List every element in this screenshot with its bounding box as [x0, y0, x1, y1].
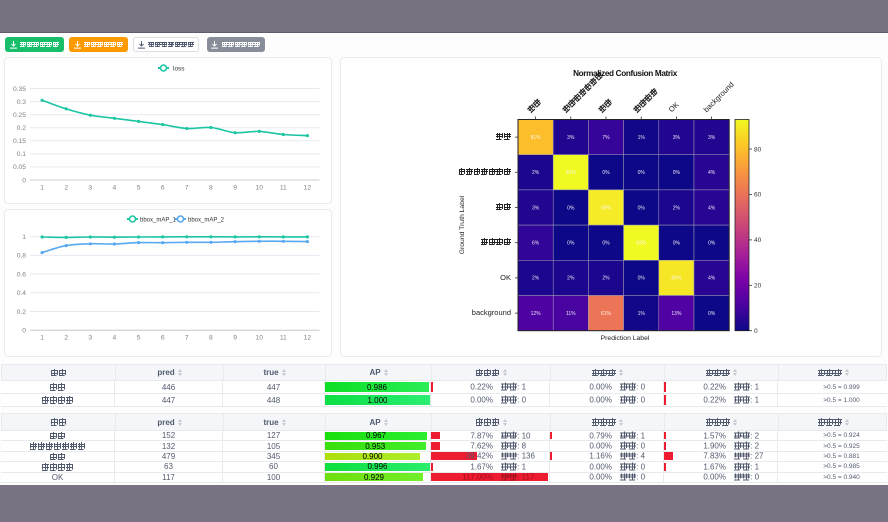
svg-text:7%: 7%: [602, 135, 610, 141]
svg-text:8: 8: [209, 185, 213, 192]
svg-text:2%: 2%: [567, 276, 575, 282]
svg-text:20: 20: [754, 283, 762, 290]
svg-text:7: 7: [185, 335, 189, 342]
svg-text:0: 0: [22, 328, 26, 335]
svg-text:0%: 0%: [638, 276, 646, 282]
svg-text:0.2: 0.2: [17, 309, 27, 316]
svg-text:40: 40: [754, 237, 762, 244]
svg-text:0%: 0%: [602, 241, 610, 247]
svg-text:3: 3: [88, 335, 92, 342]
svg-text:1%: 1%: [638, 311, 646, 317]
svg-text:3%: 3%: [673, 135, 681, 141]
svg-text:12: 12: [304, 185, 312, 192]
svg-text:2%: 2%: [673, 205, 681, 211]
svg-text:93%: 93%: [636, 241, 647, 247]
svg-text:1: 1: [40, 185, 44, 192]
svg-text:1: 1: [40, 335, 44, 342]
svg-text:13%: 13%: [671, 311, 682, 317]
svg-text:0.1: 0.1: [17, 151, 27, 158]
svg-text:12%: 12%: [531, 311, 542, 317]
svg-text:loss: loss: [173, 66, 185, 73]
svg-text:Ground Truth Label: Ground Truth Label: [459, 195, 466, 254]
svg-text:1: 1: [22, 234, 26, 241]
svg-text:4%: 4%: [708, 170, 716, 176]
svg-text:0.8: 0.8: [17, 253, 27, 260]
svg-text:0%: 0%: [673, 241, 681, 247]
svg-text:61%: 61%: [601, 311, 612, 317]
svg-text:2%: 2%: [602, 276, 610, 282]
svg-text:0: 0: [754, 328, 758, 335]
svg-text:0.35: 0.35: [13, 86, 26, 93]
svg-text:0.15: 0.15: [13, 138, 26, 145]
svg-text:3%: 3%: [532, 205, 540, 211]
svg-text:11: 11: [280, 185, 287, 192]
svg-text:6: 6: [161, 185, 165, 192]
svg-text:2%: 2%: [532, 170, 540, 176]
svg-text:0%: 0%: [567, 241, 575, 247]
svg-text:93%: 93%: [566, 170, 577, 176]
svg-text:90%: 90%: [601, 205, 612, 211]
svg-text:Normalized Confusion Matrix: Normalized Confusion Matrix: [573, 69, 678, 78]
svg-text:12: 12: [304, 335, 312, 342]
svg-text:11: 11: [280, 335, 287, 342]
svg-text:10: 10: [255, 335, 263, 342]
svg-text:7: 7: [185, 185, 189, 192]
svg-text:Prediction Label: Prediction Label: [601, 335, 650, 342]
svg-text:4: 4: [113, 185, 117, 192]
svg-text:6%: 6%: [532, 241, 540, 247]
svg-text:0%: 0%: [638, 170, 646, 176]
svg-text:0%: 0%: [708, 241, 716, 247]
svg-text:9: 9: [233, 335, 237, 342]
svg-text:0%: 0%: [708, 311, 716, 317]
svg-text:4: 4: [113, 335, 117, 342]
svg-text:80: 80: [754, 146, 762, 153]
svg-text:4%: 4%: [708, 205, 716, 211]
svg-text:0%: 0%: [602, 170, 610, 176]
svg-text:4%: 4%: [708, 276, 716, 282]
svg-text:1%: 1%: [638, 135, 646, 141]
svg-text:0%: 0%: [567, 205, 575, 211]
svg-text:2%: 2%: [532, 276, 540, 282]
svg-text:11%: 11%: [566, 311, 576, 317]
svg-text:6: 6: [161, 335, 165, 342]
svg-text:bbox_mAP_1: bbox_mAP_1: [140, 218, 177, 224]
svg-text:2: 2: [64, 335, 68, 342]
svg-text:10: 10: [255, 185, 263, 192]
svg-text:81%: 81%: [531, 135, 542, 141]
svg-text:8: 8: [209, 335, 213, 342]
svg-text:3: 3: [88, 185, 92, 192]
svg-text:60: 60: [754, 192, 762, 199]
svg-text:5: 5: [137, 335, 141, 342]
svg-text:3%: 3%: [567, 135, 575, 141]
svg-text:0.4: 0.4: [17, 290, 27, 297]
svg-text:0.6: 0.6: [17, 271, 27, 278]
svg-text:89%: 89%: [671, 276, 682, 282]
svg-text:5: 5: [137, 185, 141, 192]
svg-text:0: 0: [22, 177, 26, 184]
svg-text:0%: 0%: [638, 205, 646, 211]
svg-text:0.3: 0.3: [17, 99, 27, 106]
svg-text:9: 9: [233, 185, 237, 192]
svg-text:2: 2: [64, 185, 68, 192]
svg-text:0.25: 0.25: [13, 112, 26, 119]
svg-text:3%: 3%: [708, 135, 716, 141]
svg-text:0.2: 0.2: [17, 125, 27, 132]
svg-text:0.05: 0.05: [13, 164, 26, 171]
svg-text:0%: 0%: [673, 170, 681, 176]
svg-text:bbox_mAP_2: bbox_mAP_2: [188, 218, 225, 224]
